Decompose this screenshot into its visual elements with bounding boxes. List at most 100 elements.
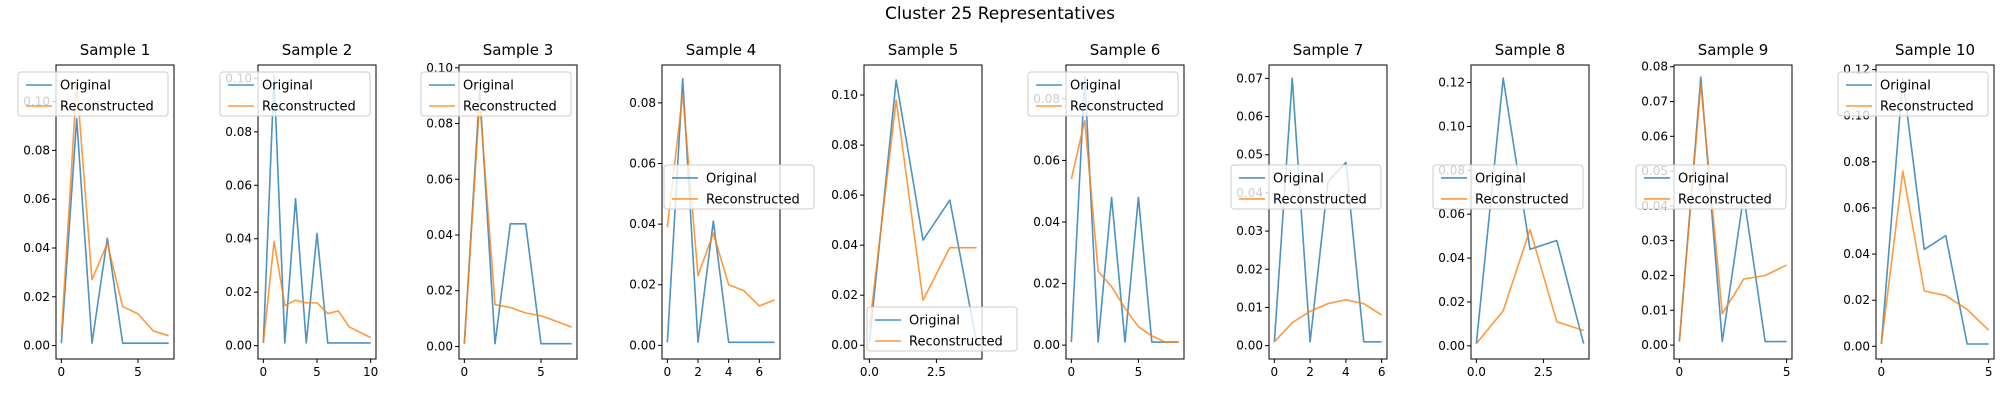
subplot-title: Sample 3 xyxy=(483,41,554,59)
legend-label: Original xyxy=(1475,171,1526,186)
legend: Original Reconstructed xyxy=(1432,164,1584,210)
legend-label: Original xyxy=(1678,171,1729,186)
y-tick-label: 0.06 xyxy=(629,157,656,171)
legend-label: Original xyxy=(909,314,960,329)
series-line-original xyxy=(60,117,169,344)
x-tick-label: 0 xyxy=(260,365,268,379)
subplot-title: Sample 7 xyxy=(1293,41,1364,59)
legend-label: Reconstructed xyxy=(60,100,154,115)
y-tick-label: 0.04 xyxy=(426,228,453,242)
y-tick-label: 0.00 xyxy=(629,338,656,352)
x-tick-label: 6 xyxy=(755,365,763,379)
y-tick-label: 0.00 xyxy=(1843,339,1870,353)
y-tick-label: 0.02 xyxy=(629,278,656,292)
y-tick-label: 0.10 xyxy=(1438,119,1465,133)
y-tick-label: 0.06 xyxy=(1033,153,1060,167)
subplot-3: Sample 3 0.00 0.02 0.04 0.06 0.08 0.10 0 5 Origin… xyxy=(420,41,578,379)
y-tick-label: 0.05 xyxy=(1236,148,1263,162)
y-tick-label: 0.02 xyxy=(1438,295,1465,309)
subplot-title: Sample 8 xyxy=(1495,41,1566,59)
subplot-7: Sample 70.000.010.020.030.040.050.060.07… xyxy=(1230,41,1388,379)
y-tick-label: 0.06 xyxy=(426,172,453,186)
y-tick-label: 0.00 xyxy=(1236,339,1263,353)
y-tick-label: 0.04 xyxy=(1438,251,1465,265)
x-tick-label: 10 xyxy=(363,365,378,379)
series-line-reconstructed xyxy=(262,240,371,344)
y-tick-label: 0.02 xyxy=(831,288,858,302)
y-tick-label: 0.00 xyxy=(1438,339,1465,353)
axes-frame xyxy=(863,64,983,360)
series-line-original xyxy=(666,77,775,344)
series-line-original xyxy=(1880,78,1989,345)
y-tick-label: 0.08 xyxy=(225,125,252,139)
y-tick-label: 0.04 xyxy=(1843,247,1870,261)
legend-label: Original xyxy=(1273,171,1324,186)
subplot-title: Sample 5 xyxy=(888,41,959,59)
legend-box xyxy=(1432,164,1584,210)
legend-label: Original xyxy=(60,79,111,94)
legend: Original Reconstructed xyxy=(1635,164,1787,210)
y-tick-label: 0.10 xyxy=(831,88,858,102)
figure-title: Cluster 25 Representatives xyxy=(884,4,1116,24)
axes-frame xyxy=(1065,64,1185,360)
legend: Original Reconstructed xyxy=(420,71,572,117)
legend-box xyxy=(663,164,815,210)
y-tick-label: 0.04 xyxy=(23,241,50,255)
legend-label: Reconstructed xyxy=(1070,100,1164,115)
y-tick-label: 0.08 xyxy=(1843,155,1870,169)
y-tick-label: 0.07 xyxy=(1641,95,1668,109)
subplot-9: Sample 90.000.010.020.030.040.050.060.07… xyxy=(1635,41,1793,379)
x-tick-label: 0 xyxy=(1676,365,1684,379)
x-tick-label: 5 xyxy=(537,365,545,379)
x-tick-label: 0 xyxy=(461,365,469,379)
y-tick-label: 0.06 xyxy=(831,188,858,202)
legend-label: Reconstructed xyxy=(262,100,356,115)
legend: Original Reconstructed xyxy=(1027,71,1179,117)
x-tick-label: 0 xyxy=(1878,365,1886,379)
y-tick-label: 0.01 xyxy=(1236,300,1263,314)
subplot-title: Sample 10 xyxy=(1895,41,1975,59)
legend: Original Reconstructed xyxy=(219,71,371,117)
y-tick-label: 0.03 xyxy=(1236,224,1263,238)
y-tick-label: 0.06 xyxy=(1438,207,1465,221)
legend: Original Reconstructed xyxy=(1837,71,1989,117)
x-tick-label: 2.5 xyxy=(1534,365,1553,379)
subplot-title: Sample 2 xyxy=(282,41,353,59)
x-tick-label: 5 xyxy=(134,365,142,379)
y-tick-label: 0.08 xyxy=(1641,60,1668,74)
legend-label: Reconstructed xyxy=(909,335,1003,350)
y-tick-label: 0.04 xyxy=(225,232,252,246)
subplot-2: Sample 20.000.020.040.060.080.100510Orig… xyxy=(219,41,378,379)
x-tick-label: 6 xyxy=(1378,365,1386,379)
y-tick-label: 0.00 xyxy=(225,339,252,353)
legend-label: Reconstructed xyxy=(1475,192,1569,207)
legend-label: Reconstructed xyxy=(463,100,557,115)
y-tick-label: 0.02 xyxy=(1843,293,1870,307)
x-tick-label: 0 xyxy=(664,365,672,379)
x-tick-label: 5 xyxy=(313,365,321,379)
axes-frame xyxy=(1875,64,1995,360)
x-tick-label: 0 xyxy=(1068,365,1076,379)
subplot-4: Sample 4 0.00 0.02 0.04 0.06 0.08 0 2 4 6 Original… xyxy=(629,41,815,379)
x-tick-label: 0 xyxy=(1271,365,1279,379)
y-tick-label: 0.06 xyxy=(225,178,252,192)
legend-label: Reconstructed xyxy=(1273,192,1367,207)
y-tick-label: 0.06 xyxy=(23,192,50,206)
series-line-reconstructed xyxy=(1273,299,1383,343)
series-line-reconstructed xyxy=(463,100,572,344)
y-tick-label: 0.02 xyxy=(225,285,252,299)
subplot-8: Sample 80.000.020.040.060.080.100.120.02… xyxy=(1432,41,1590,379)
subplot-title: Sample 6 xyxy=(1090,41,1161,59)
x-tick-label: 5 xyxy=(1985,365,1993,379)
legend-box xyxy=(1230,164,1382,210)
series-line-reconstructed xyxy=(868,99,977,328)
x-tick-label: 4 xyxy=(725,365,733,379)
y-tick-label: 0.02 xyxy=(1641,268,1668,282)
series-line-original xyxy=(463,89,572,345)
y-tick-label: 0.04 xyxy=(1033,215,1060,229)
legend-box xyxy=(1027,71,1179,117)
legend-label: Reconstructed xyxy=(706,192,800,207)
legend: Original Reconstructed xyxy=(17,71,169,117)
